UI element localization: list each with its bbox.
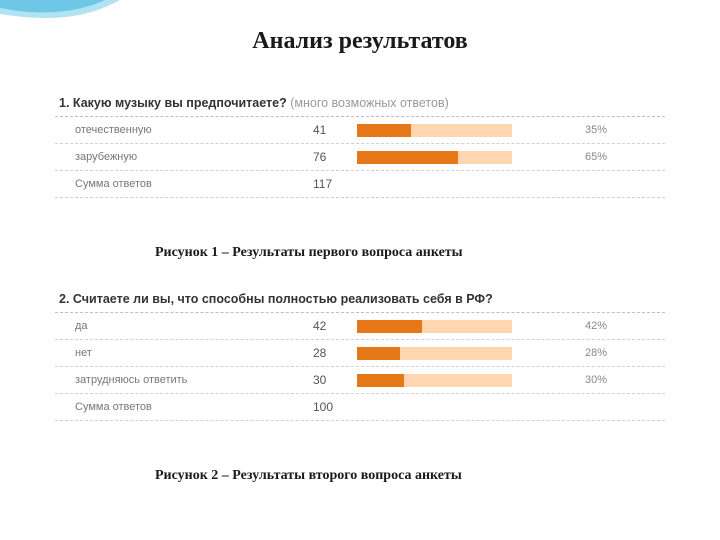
swoosh-bottom <box>0 0 120 18</box>
q2-row-0-bar-fill <box>357 320 422 333</box>
q1-sum-row: Сумма ответов 117 <box>55 171 665 198</box>
q2-row-2-count: 30 <box>313 373 357 387</box>
q1-row-1-count: 76 <box>313 150 357 164</box>
q1-row-1-pct: 65% <box>557 151 607 163</box>
q1-row-1-bar-fill <box>357 151 458 164</box>
question-block-1: 1. Какую музыку вы предпочитаете? (много… <box>55 90 665 198</box>
question-2-number: 2. <box>59 292 69 306</box>
q1-sum-count: 117 <box>313 177 357 191</box>
q2-row-2-pct: 30% <box>557 374 607 386</box>
question-2-text: Считаете ли вы, что способны полностью р… <box>73 292 493 306</box>
q2-row-0-label: да <box>75 320 313 332</box>
q1-row-0-pct: 35% <box>557 124 607 136</box>
q2-row-0-bar-track <box>357 320 512 333</box>
q1-row-0-bar-track <box>357 124 512 137</box>
q2-row-1: нет 28 28% <box>55 340 665 367</box>
q2-row-2-label: затрудняюсь ответить <box>75 374 313 386</box>
question-1-hint: (много возможных ответов) <box>290 96 449 110</box>
q2-row-0-pct: 42% <box>557 320 607 332</box>
page-title: Анализ результатов <box>0 28 720 55</box>
q2-row-2-bar-fill <box>357 374 404 387</box>
q1-row-0-count: 41 <box>313 123 357 137</box>
question-1-header: 1. Какую музыку вы предпочитаете? (много… <box>55 90 665 117</box>
q1-row-0: отечественную 41 35% <box>55 117 665 144</box>
question-1-number: 1. <box>59 96 69 110</box>
swoosh-top <box>0 0 105 12</box>
q1-sum-label: Сумма ответов <box>75 178 313 190</box>
q2-row-2: затрудняюсь ответить 30 30% <box>55 367 665 394</box>
q2-sum-row: Сумма ответов 100 <box>55 394 665 421</box>
q1-row-1: зарубежную 76 65% <box>55 144 665 171</box>
q2-row-0-count: 42 <box>313 319 357 333</box>
q2-row-1-bar-fill <box>357 347 400 360</box>
q2-row-1-bar-track <box>357 347 512 360</box>
q2-row-2-bar-track <box>357 374 512 387</box>
q2-sum-label: Сумма ответов <box>75 401 313 413</box>
caption-2: Рисунок 2 – Результаты второго вопроса а… <box>155 467 525 486</box>
q1-row-0-bar-fill <box>357 124 411 137</box>
q1-row-1-bar-track <box>357 151 512 164</box>
question-block-2: 2. Считаете ли вы, что способны полность… <box>55 286 665 421</box>
caption-1: Рисунок 1 – Результаты первого вопроса а… <box>155 245 463 261</box>
q2-row-0: да 42 42% <box>55 313 665 340</box>
q2-row-1-pct: 28% <box>557 347 607 359</box>
q1-row-1-label: зарубежную <box>75 151 313 163</box>
q2-sum-count: 100 <box>313 400 357 414</box>
q2-row-1-count: 28 <box>313 346 357 360</box>
q2-row-1-label: нет <box>75 347 313 359</box>
q1-row-0-label: отечественную <box>75 124 313 136</box>
question-1-text: Какую музыку вы предпочитаете? <box>73 96 287 110</box>
question-2-header: 2. Считаете ли вы, что способны полность… <box>55 286 665 313</box>
